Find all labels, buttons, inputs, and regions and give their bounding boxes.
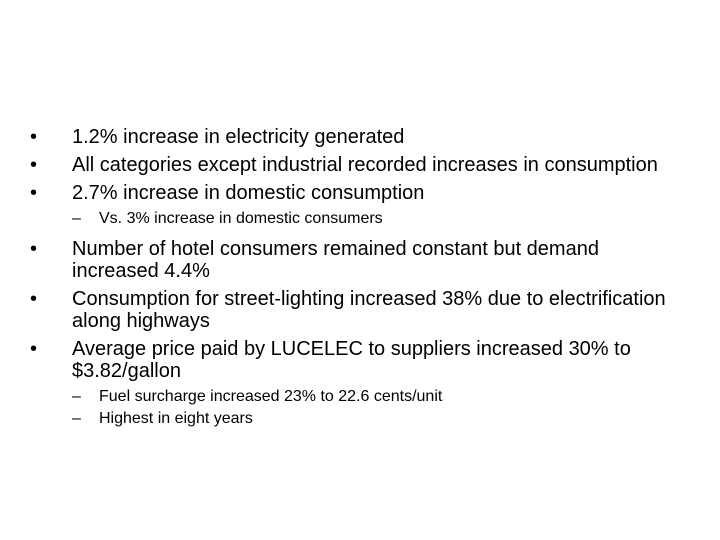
bullet-item-domestic-consumption: • 2.7% increase in domestic consumption … [30, 182, 690, 230]
sub-bullet-fuel-surcharge: – Fuel surcharge increased 23% to 22.6 c… [72, 386, 690, 408]
dash-marker: – [72, 410, 81, 427]
bullet-text: 1.2% increase in electricity generated [72, 126, 405, 148]
sub-bullet-list: – Vs. 3% increase in domestic consumers [72, 208, 690, 230]
bullet-item-hotel-consumers: • Number of hotel consumers remained con… [30, 238, 690, 282]
bullet-marker: • [30, 182, 38, 204]
bullet-text: Consumption for street-lighting increase… [72, 288, 666, 332]
bullet-text: Average price paid by LUCELEC to supplie… [72, 338, 631, 382]
bullet-marker: • [30, 338, 38, 360]
bullet-item-street-lighting: • Consumption for street-lighting increa… [30, 288, 690, 332]
bullet-marker: • [30, 238, 38, 260]
bullet-text: 2.7% increase in domestic consumption [72, 182, 425, 204]
bullet-list: • 1.2% increase in electricity generated… [30, 126, 690, 438]
dash-marker: – [72, 210, 81, 227]
dash-marker: – [72, 388, 81, 405]
sub-bullet-text: Highest in eight years [99, 410, 253, 427]
bullet-item-categories: • All categories except industrial recor… [30, 154, 690, 176]
bullet-item-average-price: • Average price paid by LUCELEC to suppl… [30, 338, 690, 430]
bullet-text: All categories except industrial recorde… [72, 154, 658, 176]
sub-bullet-highest: – Highest in eight years [72, 408, 690, 430]
bullet-marker: • [30, 154, 38, 176]
sub-bullet-text: Vs. 3% increase in domestic consumers [99, 210, 383, 227]
sub-bullet-domestic-consumers: – Vs. 3% increase in domestic consumers [72, 208, 690, 230]
bullet-marker: • [30, 288, 38, 310]
bullet-marker: • [30, 126, 38, 148]
sub-bullet-text: Fuel surcharge increased 23% to 22.6 cen… [99, 388, 443, 405]
bullet-item-electricity-generated: • 1.2% increase in electricity generated [30, 126, 690, 148]
bullet-text: Number of hotel consumers remained const… [72, 238, 599, 282]
sub-bullet-list: – Fuel surcharge increased 23% to 22.6 c… [72, 386, 690, 430]
